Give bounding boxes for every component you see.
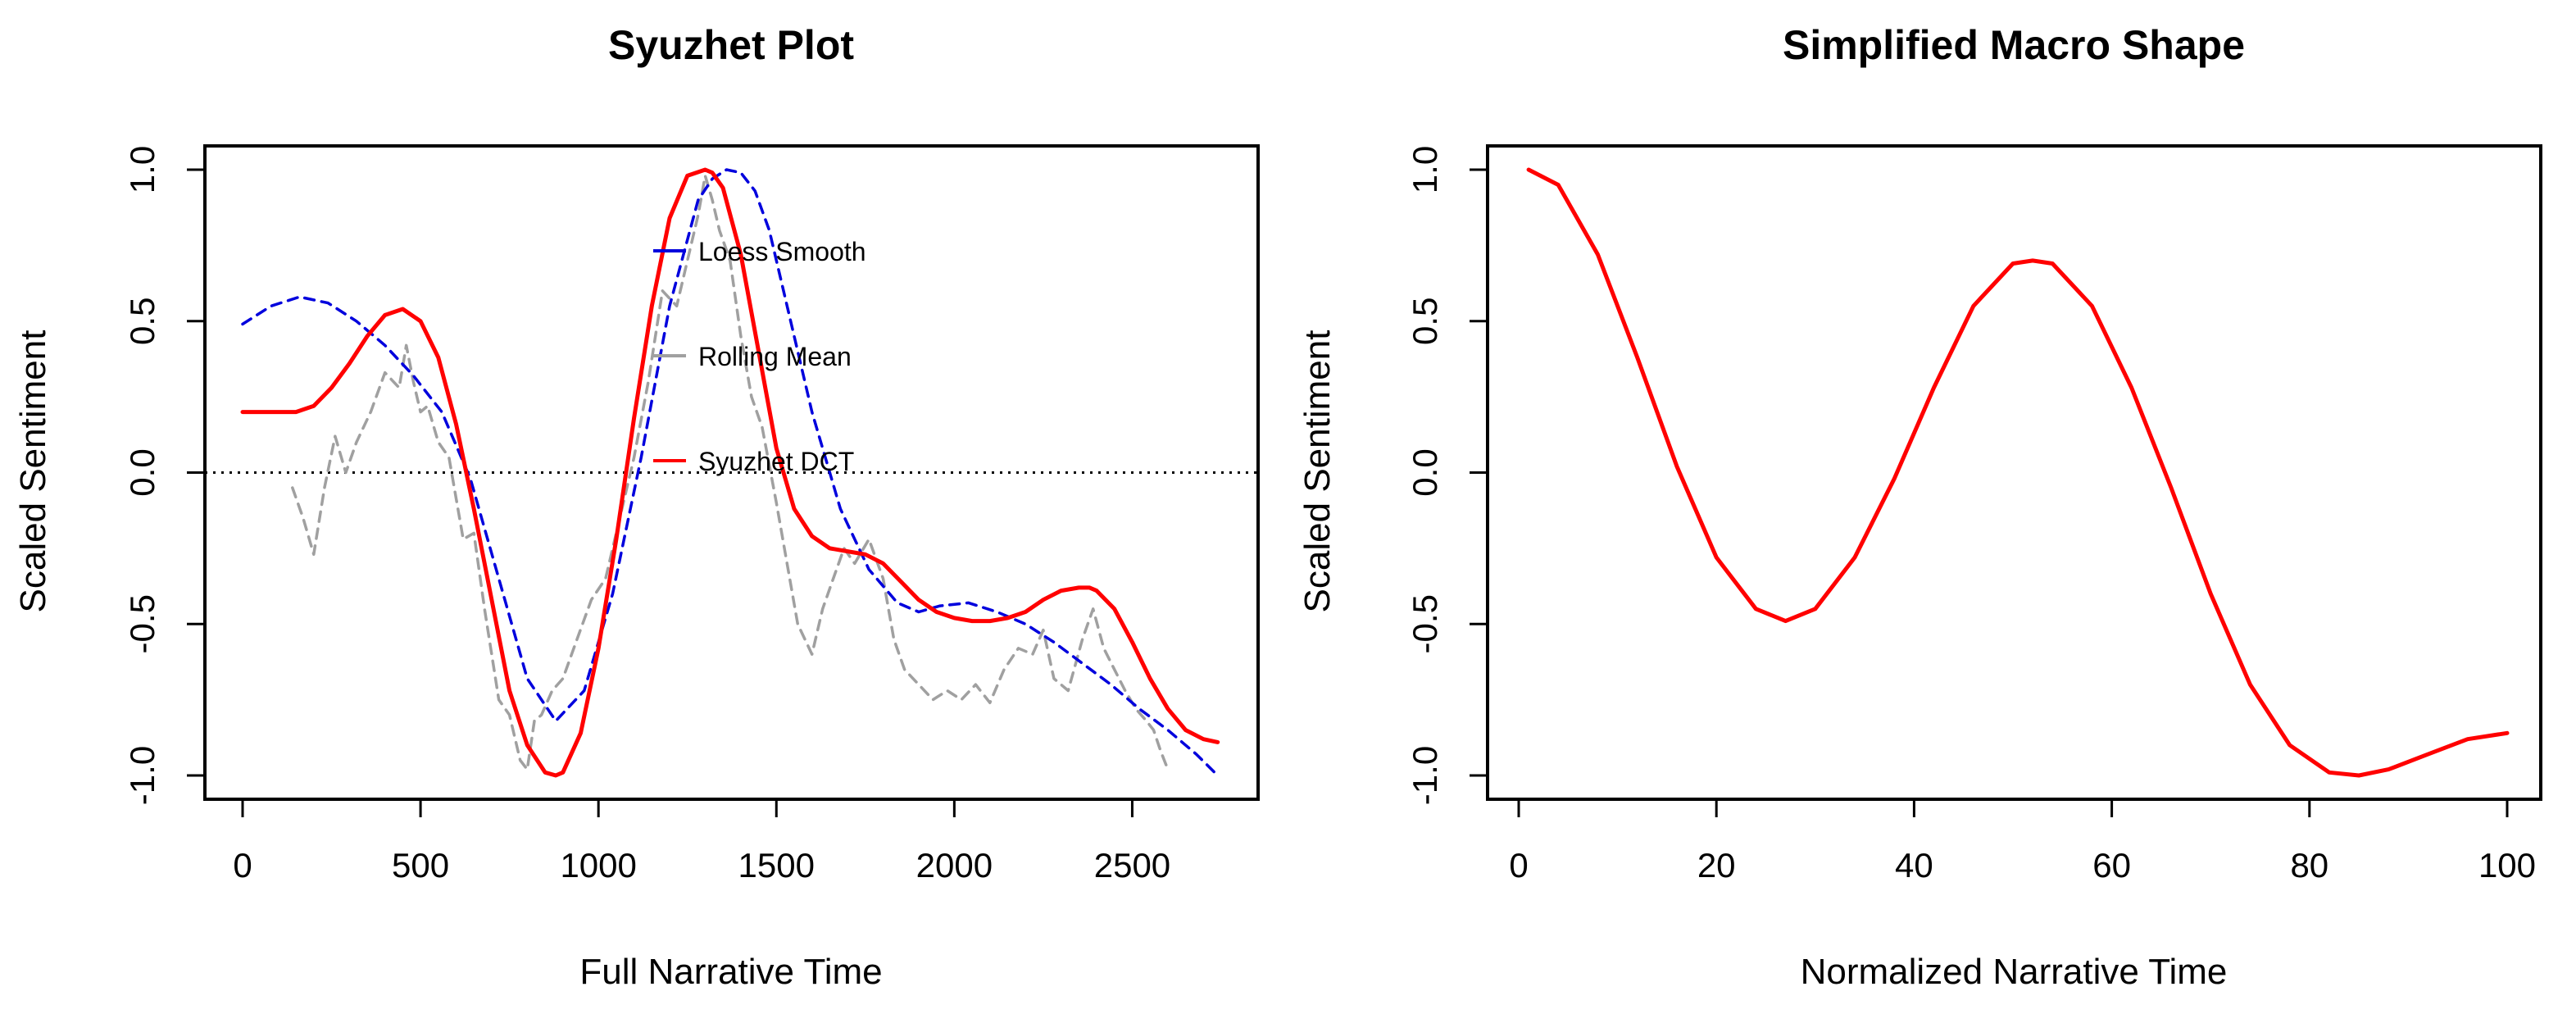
y-tick-label: 1.0 xyxy=(1406,146,1444,193)
chart-title: Simplified Macro Shape xyxy=(1783,22,2245,68)
legend-label-syuzhet-dct: Syuzhet DCT xyxy=(698,447,854,476)
x-tick-label: 1500 xyxy=(738,846,815,884)
x-axis-label: Full Narrative Time xyxy=(579,952,882,992)
y-tick-label: 0.0 xyxy=(123,448,161,496)
x-tick-label: 0 xyxy=(233,846,252,884)
series-line-rolling-mean xyxy=(291,174,1170,771)
x-tick-label: 2000 xyxy=(916,846,993,884)
y-tick-label: 0.5 xyxy=(123,298,161,345)
x-tick-label: 2500 xyxy=(1094,846,1170,884)
series-line-syuzhet-dct xyxy=(240,167,1220,778)
simplified-macro-shape: Simplified Macro Shape Normalized Narrat… xyxy=(1297,22,2542,992)
x-tick-label: 40 xyxy=(1895,846,1933,884)
y-tick-label: 1.0 xyxy=(123,146,161,193)
plot-marks: 0 20 40 60 80 100 -1.0 -0.5 0.0 0.5 1.0 xyxy=(1406,146,2536,884)
legend-label-rolling-mean: Rolling Mean xyxy=(698,342,852,371)
x-tick-label: 1000 xyxy=(560,846,636,884)
y-tick-label: 0.5 xyxy=(1406,298,1444,345)
y-tick-label: -0.5 xyxy=(1406,594,1444,653)
y-tick-label: -1.0 xyxy=(123,746,161,805)
x-tick-label: 500 xyxy=(392,846,449,884)
legend: Loess Smooth Rolling Mean Syuzhet DCT xyxy=(653,237,866,476)
chart-title: Syuzhet Plot xyxy=(608,22,854,68)
y-axis-label: Scaled Sentiment xyxy=(1297,330,1338,613)
x-tick-label: 0 xyxy=(1509,846,1528,884)
series-line-macro-shape xyxy=(1526,167,2510,778)
x-axis-label: Normalized Narrative Time xyxy=(1801,952,2228,992)
y-tick-label: 0.0 xyxy=(1406,448,1444,496)
y-axis-label: Scaled Sentiment xyxy=(13,330,53,613)
x-tick-label: 100 xyxy=(2478,846,2536,884)
x-tick-label: 20 xyxy=(1697,846,1736,884)
x-tick-label: 60 xyxy=(2092,846,2131,884)
syuzhet-plot: Syuzhet Plot Full Narrative Time Scaled … xyxy=(13,22,1260,992)
series-line-loess-smooth xyxy=(241,168,1220,777)
legend-label-loess: Loess Smooth xyxy=(698,237,866,266)
y-tick-label: -1.0 xyxy=(1406,746,1444,805)
y-tick-label: -0.5 xyxy=(123,594,161,653)
x-tick-label: 80 xyxy=(2290,846,2328,884)
plot-marks: 0 500 1000 1500 2000 2500 -1.0 -0.5 0.0 0.5 1.0 xyxy=(123,146,1258,884)
